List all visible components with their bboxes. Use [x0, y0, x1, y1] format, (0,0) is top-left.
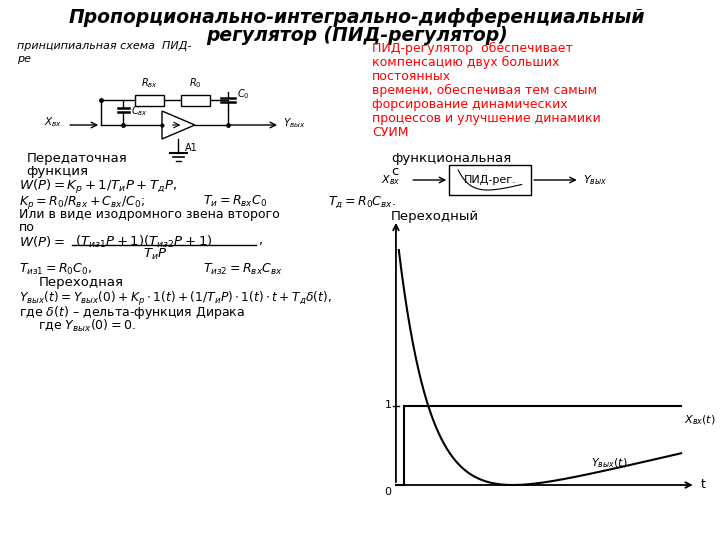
Bar: [135, 94, 164, 105]
Text: $R_{вх}$: $R_{вх}$: [141, 76, 158, 90]
Text: по: по: [19, 221, 35, 234]
Text: A1: A1: [184, 143, 197, 153]
Text: $(T_{из1}P+1)(T_{из2}P+1)$: $(T_{из1}P+1)(T_{из2}P+1)$: [75, 234, 212, 250]
Text: $X_{вх}(t)$: $X_{вх}(t)$: [684, 414, 716, 427]
Text: $T_{из2}=R_{вх}C_{вх}$: $T_{из2}=R_{вх}C_{вх}$: [202, 262, 282, 277]
Text: СУИМ: СУИМ: [372, 126, 408, 139]
Text: $K_p=R_0/R_{вх}+C_{вх}/C_0;$: $K_p=R_0/R_{вх}+C_{вх}/C_0;$: [19, 194, 145, 211]
Text: $Y_{вых}(t)$: $Y_{вых}(t)$: [590, 457, 627, 470]
Text: где $\delta(t)$ – дельта-функция Дирака: где $\delta(t)$ – дельта-функция Дирака: [19, 304, 245, 321]
Text: $T_{из1}=R_0C_0,$: $T_{из1}=R_0C_0,$: [19, 262, 92, 277]
Text: где $Y_{вых}(0)=0.$: где $Y_{вых}(0)=0.$: [38, 318, 136, 334]
Text: Переходный: Переходный: [391, 210, 480, 223]
Text: Или в виде изодромного звена второго: Или в виде изодромного звена второго: [19, 208, 279, 221]
Text: постоянных: постоянных: [372, 70, 451, 83]
Text: времени, обеспечивая тем самым: времени, обеспечивая тем самым: [372, 84, 597, 97]
Text: $T_д=R_0C_{вх}.$: $T_д=R_0C_{вх}.$: [328, 194, 396, 210]
Text: $R_0$: $R_0$: [189, 76, 202, 90]
Text: 1: 1: [384, 401, 392, 410]
Text: принципиальная схема  ПИД-: принципиальная схема ПИД-: [17, 41, 192, 51]
Text: $C_0$: $C_0$: [238, 87, 250, 101]
Text: 0: 0: [384, 487, 392, 497]
Text: Пропорционально-интегрально-дифференциальный: Пропорционально-интегрально-дифференциал…: [69, 8, 646, 27]
Text: $Y_{вых}$: $Y_{вых}$: [583, 173, 608, 187]
Text: Передаточная: Передаточная: [27, 152, 127, 165]
Text: процессов и улучшение динамики: процессов и улучшение динамики: [372, 112, 600, 125]
Text: $T_иP$: $T_иP$: [143, 247, 167, 262]
Text: функция: функция: [27, 165, 89, 178]
Text: ПИД-регулятор  обеспечивает: ПИД-регулятор обеспечивает: [372, 42, 572, 55]
Text: $X_{вх}$: $X_{вх}$: [382, 173, 401, 187]
Text: Переходная: Переходная: [38, 276, 123, 289]
Text: ,: ,: [258, 234, 262, 247]
Polygon shape: [162, 111, 195, 139]
Text: $W(P)=$: $W(P)=$: [19, 234, 65, 249]
Text: ре: ре: [17, 54, 31, 64]
Text: $T_и=R_{вх}C_0$: $T_и=R_{вх}C_0$: [202, 194, 266, 209]
Text: $Y_{вых}(t)=Y_{вых}(0)+K_p\cdot1(t)+(1/T_иP)\cdot1(t)\cdot t+T_д\delta(t),$: $Y_{вых}(t)=Y_{вых}(0)+K_p\cdot1(t)+(1/T…: [19, 290, 332, 308]
Bar: [449, 165, 531, 195]
Text: форсирование динамических: форсирование динамических: [372, 98, 567, 111]
Text: $X_{вх}$: $X_{вх}$: [44, 115, 63, 129]
Text: регулятор (ПИД-регулятор): регулятор (ПИД-регулятор): [207, 26, 508, 45]
Text: $C_{вх}$: $C_{вх}$: [131, 104, 148, 118]
Text: с: с: [391, 165, 398, 178]
Text: компенсацию двух больших: компенсацию двух больших: [372, 56, 559, 69]
Bar: [181, 94, 210, 105]
Text: функциональная: функциональная: [391, 152, 511, 165]
Text: t: t: [701, 478, 706, 491]
Text: ПИД-рег.: ПИД-рег.: [464, 175, 516, 185]
Text: $W(P)=K_p+1/T_иP+T_дP,$: $W(P)=K_p+1/T_иP+T_дP,$: [19, 178, 177, 196]
Text: $Y_{вых}$: $Y_{вых}$: [283, 116, 305, 130]
